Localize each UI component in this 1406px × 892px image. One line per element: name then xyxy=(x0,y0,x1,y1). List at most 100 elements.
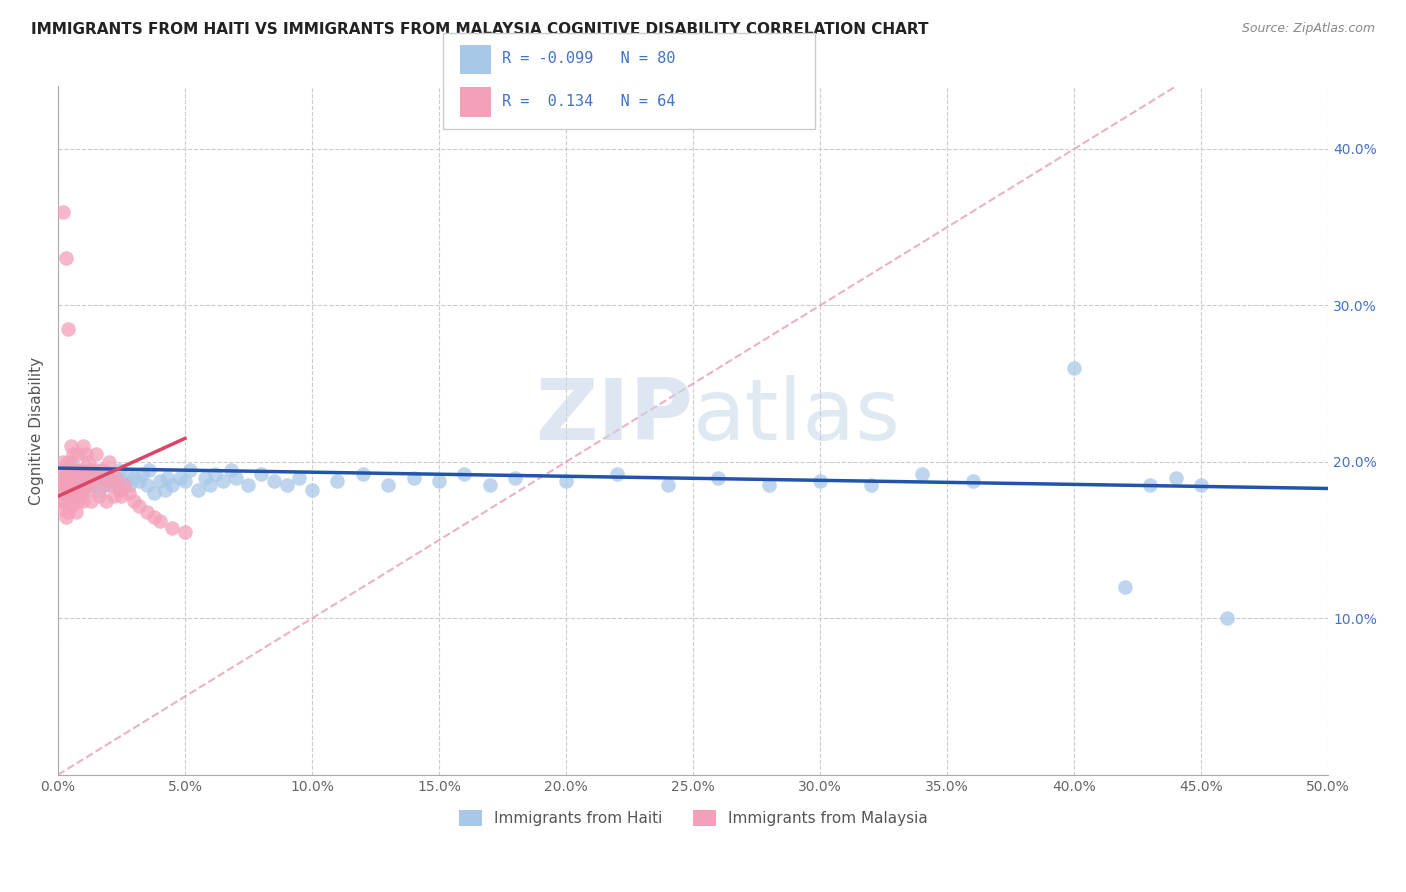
Point xyxy=(1164,470,1187,484)
Point xyxy=(87,483,110,497)
Point xyxy=(84,474,107,488)
Text: ZIP: ZIP xyxy=(536,376,693,458)
Point xyxy=(301,483,323,497)
Point xyxy=(911,467,934,482)
Point xyxy=(59,455,82,469)
Text: IMMIGRANTS FROM HAITI VS IMMIGRANTS FROM MALAYSIA COGNITIVE DISABILITY CORRELATI: IMMIGRANTS FROM HAITI VS IMMIGRANTS FROM… xyxy=(31,22,928,37)
Point xyxy=(478,478,501,492)
Point xyxy=(62,447,84,461)
Point xyxy=(83,467,105,482)
Point xyxy=(194,470,217,484)
Point xyxy=(83,467,105,482)
Point xyxy=(69,486,91,500)
Point xyxy=(52,470,75,484)
Point xyxy=(62,489,84,503)
Point xyxy=(65,463,87,477)
Point xyxy=(55,478,77,492)
Point xyxy=(174,525,197,540)
Point xyxy=(56,463,79,477)
Point xyxy=(1139,478,1161,492)
Point xyxy=(1189,478,1212,492)
Point xyxy=(263,474,285,488)
Y-axis label: Cognitive Disability: Cognitive Disability xyxy=(30,357,44,505)
Point xyxy=(84,474,107,488)
Point xyxy=(135,505,157,519)
Point xyxy=(100,467,122,482)
Point xyxy=(148,474,170,488)
Point xyxy=(84,447,107,461)
Point xyxy=(288,470,311,484)
Legend: Immigrants from Haiti, Immigrants from Malaysia: Immigrants from Haiti, Immigrants from M… xyxy=(453,805,934,832)
Point xyxy=(128,499,150,513)
Point xyxy=(65,467,87,482)
Point xyxy=(377,478,399,492)
Point xyxy=(128,474,150,488)
Point xyxy=(402,470,425,484)
Point xyxy=(105,470,128,484)
Point xyxy=(276,478,298,492)
Point xyxy=(52,486,75,500)
Point xyxy=(56,470,79,484)
Point xyxy=(72,483,94,497)
Point xyxy=(103,489,125,503)
Point xyxy=(52,470,75,484)
Point xyxy=(52,501,75,516)
Point xyxy=(131,467,153,482)
Point xyxy=(135,478,157,492)
Point xyxy=(69,463,91,477)
Point xyxy=(555,474,578,488)
Point xyxy=(67,478,90,492)
Point xyxy=(59,486,82,500)
Point xyxy=(49,478,72,492)
Point xyxy=(59,478,82,492)
Point xyxy=(75,478,97,492)
Point xyxy=(143,509,166,524)
Point xyxy=(87,489,110,503)
Point xyxy=(427,474,450,488)
Point xyxy=(84,463,107,477)
Point xyxy=(503,470,526,484)
Point xyxy=(1063,361,1085,376)
Point xyxy=(56,505,79,519)
Point xyxy=(758,478,780,492)
Point xyxy=(326,474,349,488)
Point xyxy=(962,474,984,488)
Point xyxy=(100,474,122,488)
Point xyxy=(55,463,77,477)
Point xyxy=(352,467,374,482)
Point xyxy=(56,322,79,336)
Point xyxy=(105,470,128,484)
Point xyxy=(112,474,135,488)
Point xyxy=(212,474,235,488)
Point xyxy=(707,470,730,484)
Point xyxy=(657,478,679,492)
Point xyxy=(859,478,882,492)
Point xyxy=(56,486,79,500)
Point xyxy=(108,463,131,477)
Point xyxy=(162,520,184,534)
Point xyxy=(55,494,77,508)
Point xyxy=(72,439,94,453)
Point xyxy=(143,486,166,500)
Point xyxy=(56,455,79,469)
Point xyxy=(115,467,138,482)
Point xyxy=(67,470,90,484)
Point xyxy=(148,514,170,528)
Point xyxy=(103,478,125,492)
Point xyxy=(65,505,87,519)
Point xyxy=(75,474,97,488)
Point xyxy=(606,467,628,482)
Point xyxy=(90,463,112,477)
Point xyxy=(49,494,72,508)
Point xyxy=(59,463,82,477)
Point xyxy=(122,470,145,484)
Point xyxy=(62,467,84,482)
Point xyxy=(52,204,75,219)
Point xyxy=(80,494,103,508)
Point xyxy=(90,470,112,484)
Point xyxy=(65,483,87,497)
Point xyxy=(67,447,90,461)
Point xyxy=(93,463,115,477)
Point xyxy=(75,447,97,461)
Point xyxy=(169,470,191,484)
